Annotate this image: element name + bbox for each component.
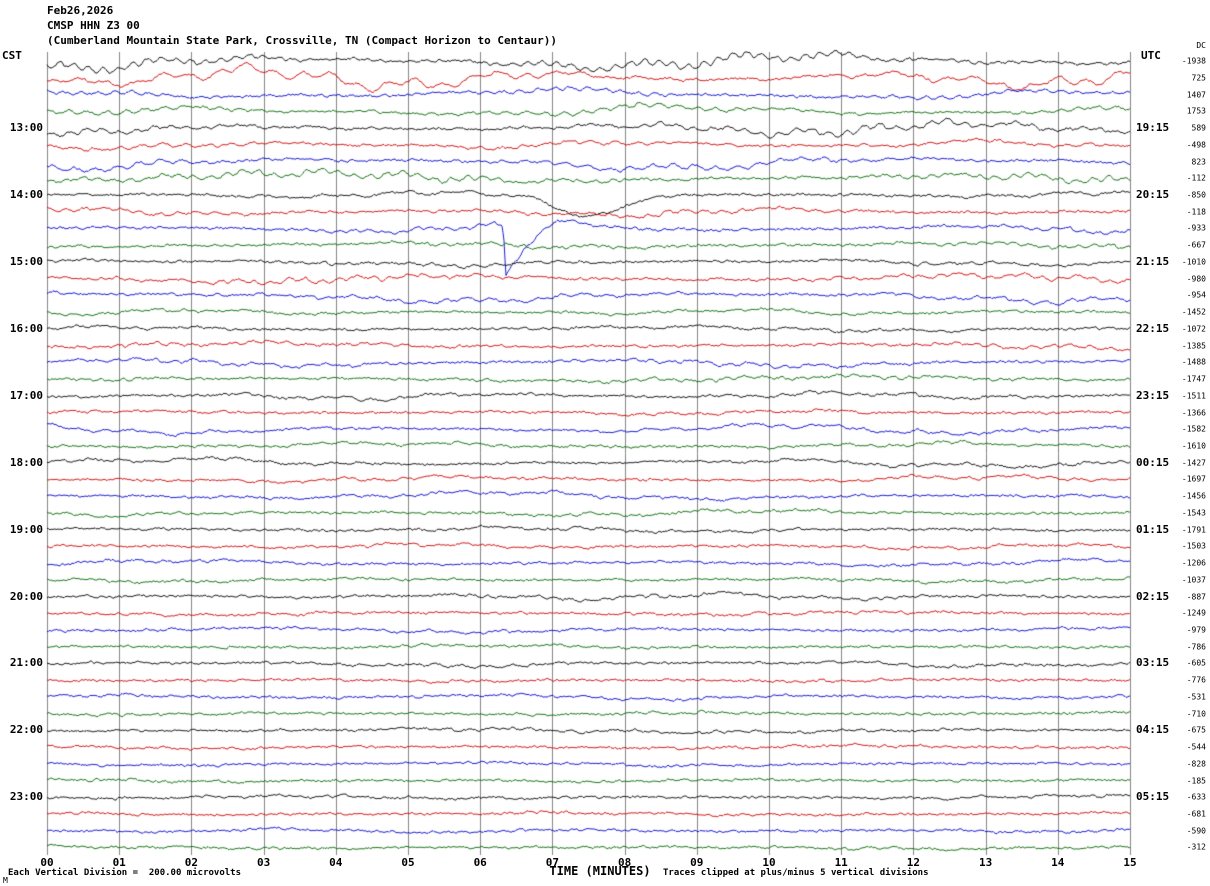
dc-value: -980 <box>1186 274 1206 284</box>
left-time-label: 13:00 <box>9 120 43 134</box>
dc-column-label: DC <box>1196 41 1206 50</box>
right-time-label: 01:15 <box>1136 522 1170 536</box>
dc-value: -1543 <box>1181 508 1206 518</box>
x-tick-label: 00 <box>40 856 54 869</box>
x-axis-title: TIME (MINUTES) <box>549 864 651 878</box>
dc-value: -1010 <box>1181 257 1206 267</box>
dc-value: -498 <box>1186 140 1206 150</box>
dc-value: -1511 <box>1181 391 1206 401</box>
dc-value: -1582 <box>1181 424 1206 434</box>
dc-value: -1747 <box>1181 374 1206 384</box>
dc-value: -954 <box>1186 290 1206 300</box>
dc-value: -675 <box>1186 725 1206 735</box>
footer-clip-note: Traces clipped at plus/minus 5 vertical … <box>663 868 929 878</box>
dc-value: -828 <box>1186 759 1206 769</box>
dc-value: -1488 <box>1181 357 1206 367</box>
dc-value: -776 <box>1186 675 1206 685</box>
dc-value: -710 <box>1186 709 1206 719</box>
dc-value: -531 <box>1186 692 1206 702</box>
header-station-id: CMSP HHN Z3 00 <box>47 19 140 32</box>
dc-value: 1407 <box>1186 90 1206 100</box>
right-time-label: 19:15 <box>1136 120 1170 134</box>
dc-value: -1385 <box>1181 341 1206 351</box>
dc-value: -1037 <box>1181 575 1206 585</box>
left-time-label: 23:00 <box>9 790 43 804</box>
x-tick-label: 02 <box>184 856 199 869</box>
dc-value: -185 <box>1186 776 1206 786</box>
right-time-label: 04:15 <box>1136 723 1170 737</box>
x-tick-label: 01 <box>112 856 126 869</box>
x-tick-label: 12 <box>906 856 921 869</box>
header-date: Feb26,2026 <box>47 4 114 17</box>
x-tick-label: 11 <box>834 856 848 869</box>
dc-value: 1753 <box>1186 106 1206 116</box>
left-axis-title: CST <box>2 49 22 62</box>
left-time-label: 14:00 <box>9 187 43 201</box>
dc-value: -1938 <box>1181 56 1206 66</box>
dc-value: -850 <box>1186 190 1206 200</box>
right-time-label: 05:15 <box>1136 790 1170 804</box>
x-tick-label: 15 <box>1123 856 1137 869</box>
dc-value: -1072 <box>1181 324 1206 334</box>
dc-value: -1610 <box>1181 441 1206 451</box>
right-time-label: 21:15 <box>1136 254 1170 268</box>
x-tick-label: 13 <box>978 856 993 869</box>
dc-value: 823 <box>1191 157 1206 167</box>
dc-value: -312 <box>1186 842 1206 852</box>
right-time-label: 20:15 <box>1136 187 1170 201</box>
dc-value: -118 <box>1186 207 1206 217</box>
x-tick-label: 07 <box>545 856 560 869</box>
left-time-label: 15:00 <box>9 254 43 268</box>
dc-value: -1452 <box>1181 307 1206 317</box>
x-tick-label: 06 <box>473 856 487 869</box>
left-time-label: 16:00 <box>9 321 43 335</box>
dc-value: -1456 <box>1181 491 1206 501</box>
x-tick-label: 09 <box>690 856 704 869</box>
dc-value: -1427 <box>1181 458 1206 468</box>
x-tick-label: 05 <box>401 856 415 869</box>
right-time-label: 03:15 <box>1136 656 1170 670</box>
dc-value: -933 <box>1186 223 1206 233</box>
left-time-label: 21:00 <box>9 656 43 670</box>
dc-value: -887 <box>1186 592 1206 602</box>
dc-value: -112 <box>1186 173 1206 183</box>
dc-value: -544 <box>1186 742 1206 752</box>
dc-value: -1503 <box>1181 541 1206 551</box>
dc-value: -979 <box>1186 625 1206 635</box>
footer-corner-mark: M <box>3 876 8 885</box>
footer-scale-note: Each Vertical Division = 200.00 microvol… <box>8 868 241 878</box>
dc-value: -1791 <box>1181 525 1206 535</box>
dc-value: -1206 <box>1181 558 1206 568</box>
left-time-label: 19:00 <box>9 522 43 536</box>
header-station-description: (Cumberland Mountain State Park, Crossvi… <box>47 34 557 47</box>
dc-value: -590 <box>1186 826 1206 836</box>
right-time-label: 02:15 <box>1136 589 1170 603</box>
dc-value: 589 <box>1191 123 1206 133</box>
right-time-label: 22:15 <box>1136 321 1170 335</box>
x-tick-label: 04 <box>329 856 343 869</box>
left-time-label: 18:00 <box>9 455 43 469</box>
x-tick-label: 08 <box>617 856 632 869</box>
right-axis-title: UTC <box>1141 49 1161 62</box>
left-time-label: 20:00 <box>9 589 43 603</box>
dc-value: -1366 <box>1181 408 1206 417</box>
right-time-label: 23:15 <box>1136 388 1170 402</box>
left-time-label: 17:00 <box>9 388 43 402</box>
x-tick-label: 14 <box>1051 856 1065 869</box>
dc-value: -681 <box>1186 809 1206 819</box>
dc-value: -605 <box>1186 658 1206 668</box>
dc-value: 725 <box>1191 73 1206 83</box>
dc-value: -633 <box>1186 792 1206 802</box>
dc-value: -786 <box>1186 642 1206 652</box>
left-time-label: 22:00 <box>9 723 43 737</box>
x-tick-label: 10 <box>762 856 776 869</box>
x-tick-label: 03 <box>256 856 271 869</box>
dc-value: -667 <box>1186 240 1206 250</box>
dc-value: -1697 <box>1181 474 1206 484</box>
right-time-label: 00:15 <box>1136 455 1170 469</box>
dc-value: -1249 <box>1181 608 1206 618</box>
